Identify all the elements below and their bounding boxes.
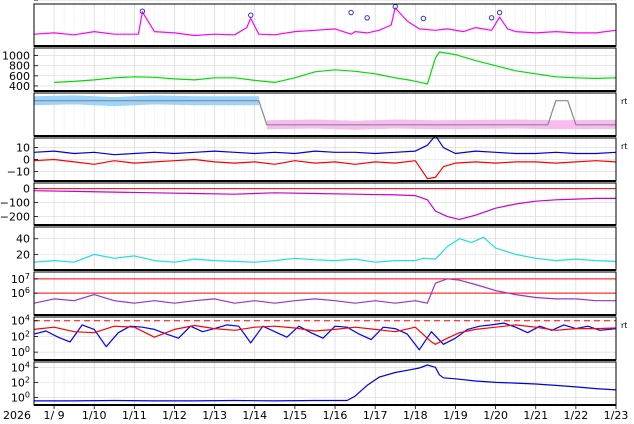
y-tick-label: 800 xyxy=(9,60,30,73)
series-line-imf-components-0 xyxy=(33,135,617,156)
y-tick-label: 10 xyxy=(16,142,30,155)
y-tick-label: A xyxy=(22,0,30,3)
x-tick-label: 1/22 xyxy=(564,409,589,422)
series-line-density-0 xyxy=(33,236,617,263)
y-tick-label: 106 xyxy=(11,286,30,300)
series-line-proton-flux-1 xyxy=(33,324,617,345)
y-tick-label: 100 xyxy=(11,345,30,359)
y-tick-label: C xyxy=(22,0,30,3)
flare-marker xyxy=(364,15,370,21)
x-tick-label: 1/13 xyxy=(202,409,227,422)
y-tick-label: T xyxy=(22,0,30,3)
y-tick-label: 104 xyxy=(11,314,30,328)
y-tick-label: 20 xyxy=(16,248,30,261)
y-tick-label: M xyxy=(21,0,31,3)
y-tick-label: 102 xyxy=(11,375,30,389)
y-tick-label: 102 xyxy=(11,329,30,343)
flare-marker xyxy=(348,9,354,16)
series-line-solar-wind-speed-0 xyxy=(54,51,617,85)
y-tick-label: 400 xyxy=(9,80,30,93)
y-tick-label: 107 xyxy=(11,272,30,286)
flare-marker xyxy=(248,12,254,18)
x-axis-year-label: 2026 xyxy=(3,409,31,422)
x-tick-label: 1/20 xyxy=(483,409,508,422)
panel-right-label: rt xyxy=(621,142,627,151)
flare-marker xyxy=(496,9,503,16)
y-tick-label: −100 xyxy=(0,197,30,210)
panel-right-label: rt xyxy=(621,321,627,330)
x-tick-label: 1/ 9 xyxy=(43,409,64,422)
y-tick-label: 0 xyxy=(23,183,30,196)
y-tick-label: 40 xyxy=(16,233,30,246)
y-tick-label: 104 xyxy=(11,360,30,374)
y-tick-label: X xyxy=(22,0,30,3)
series-line-proton-flux-0 xyxy=(33,322,617,351)
x-tick-label: 1/11 xyxy=(122,409,147,422)
x-tick-label: 1/21 xyxy=(523,409,548,422)
flare-marker xyxy=(139,8,146,14)
data-layer xyxy=(33,3,617,402)
x-tick-label: 1/17 xyxy=(363,409,388,422)
x-tick-label: 1/14 xyxy=(242,409,267,422)
series-line-imf-components-1 xyxy=(33,158,617,180)
y-tick-label: −200 xyxy=(0,211,30,224)
series-line-imf-direction-2 xyxy=(34,100,616,126)
y-tick-label: 100 xyxy=(11,390,30,404)
y-tick-label: 1000 xyxy=(2,50,30,63)
y-tick-label: 0 xyxy=(23,154,30,167)
x-tick-label: 1/15 xyxy=(283,409,308,422)
x-tick-label: 1/16 xyxy=(323,409,348,422)
series-line-xray-class-0 xyxy=(33,7,617,37)
series-line-electron-flux-0 xyxy=(34,364,617,402)
x-tick-label: 1/18 xyxy=(403,409,428,422)
flare-marker xyxy=(420,15,427,22)
grid-layer xyxy=(34,0,617,405)
y-tick-label: −10 xyxy=(7,165,30,178)
y-tick-label: 600 xyxy=(9,70,30,83)
x-tick-label: 1/23 xyxy=(604,409,629,422)
panel-right-label: rt xyxy=(621,97,627,106)
frame-layer xyxy=(33,0,617,409)
x-tick-label: 1/19 xyxy=(443,409,468,422)
flare-marker xyxy=(488,15,495,21)
series-line-bz-trend-0 xyxy=(33,190,616,220)
x-tick-label: 1/10 xyxy=(82,409,107,422)
series-line-temperature-0 xyxy=(33,278,616,304)
x-tick-label: 1/12 xyxy=(162,409,187,422)
